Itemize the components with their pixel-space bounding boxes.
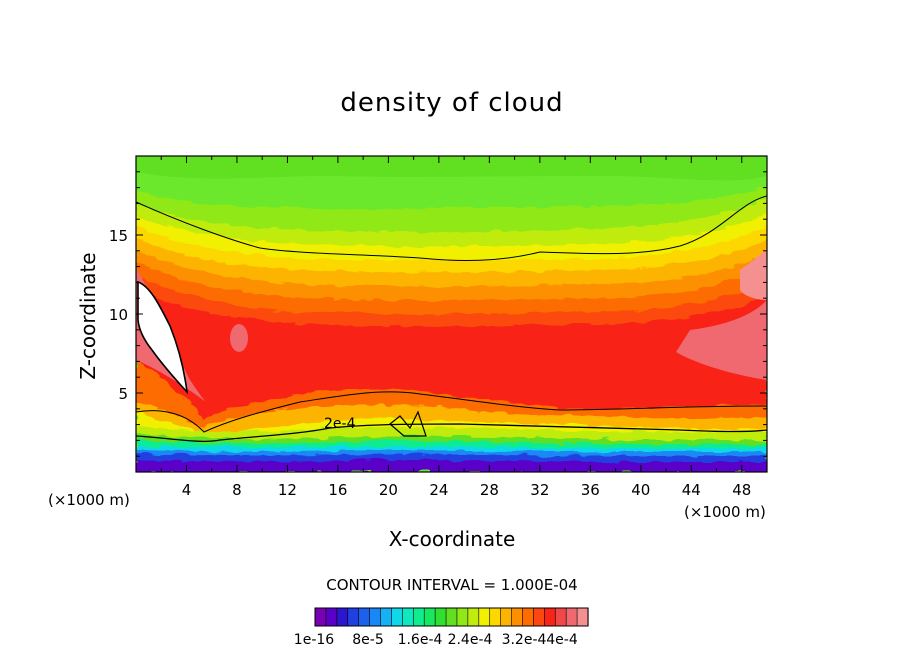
x-tick-label: 28 — [480, 481, 499, 499]
x-tick-label: 16 — [328, 481, 347, 499]
x-axis-label: X-coordinate — [388, 527, 516, 551]
colorbar-swatch — [369, 607, 382, 627]
colorbar-swatch — [533, 607, 545, 627]
colorbar-swatch — [336, 607, 349, 627]
colorbar-swatch — [358, 607, 371, 627]
colorbar-swatch — [434, 607, 447, 627]
colorbar-swatch — [325, 607, 338, 627]
contour-label: 2e-4 — [324, 416, 356, 432]
x-tick-label: 40 — [631, 481, 650, 499]
colorbar-swatch — [445, 607, 458, 627]
y-tick-label: 5 — [118, 385, 128, 403]
contour-interval-text: CONTOUR INTERVAL = 1.000E-04 — [326, 576, 578, 594]
pink-blob — [230, 324, 248, 352]
contour-2e-4 — [136, 423, 767, 442]
colorbar-swatch — [544, 607, 556, 627]
white-core — [137, 280, 189, 395]
colorbar-swatch — [478, 607, 491, 627]
x-tick-label: 12 — [278, 481, 297, 499]
colorbar-label: 2.4e-4 — [447, 632, 493, 648]
colorbar-swatch — [467, 607, 480, 627]
y-tick-label: 15 — [109, 227, 128, 245]
band-lower-purple — [136, 460, 767, 472]
colorbar-swatch — [554, 607, 567, 627]
colorbar-label: 4e-4 — [546, 632, 578, 648]
colorbar — [314, 607, 589, 627]
x-tick-label: 48 — [732, 481, 751, 499]
x-tick-label: 8 — [232, 481, 242, 499]
pink-right-top — [740, 250, 767, 300]
colorbar-swatch — [314, 607, 327, 627]
colorbar-label: 1.6e-4 — [397, 632, 443, 648]
x-tick-label: 44 — [682, 481, 701, 499]
colorbar-swatch — [456, 607, 469, 627]
pink-right — [676, 300, 767, 380]
y-tick-label: 10 — [109, 306, 128, 324]
x-axis: 4 8 12 16 20 24 28 32 36 40 44 48 — [160, 156, 751, 499]
colorbar-swatch — [347, 607, 360, 627]
colorbar-label: 3.2e-4 — [501, 632, 547, 648]
contour-noise — [389, 410, 427, 437]
x-tick-label: 32 — [530, 481, 549, 499]
band-top-green — [136, 156, 767, 181]
colorbar-frame — [314, 607, 589, 627]
contour-mid — [136, 391, 767, 433]
colorbar-swatch — [522, 607, 534, 627]
chart-title: density of cloud — [340, 88, 564, 118]
colorbar-label: 1e-16 — [293, 632, 335, 648]
colorbar-swatch — [412, 607, 425, 627]
x-tick-label: 36 — [581, 481, 600, 499]
x-tick-label: 20 — [379, 481, 398, 499]
x-unit-left: (×1000 m) — [48, 491, 130, 509]
y-axis: 5 10 15 — [109, 171, 767, 457]
colorbar-swatch — [500, 607, 513, 627]
colorbar-swatch — [565, 607, 578, 627]
colorbar-swatch — [576, 607, 589, 627]
x-unit-right: (×1000 m) — [684, 503, 766, 521]
colorbar-swatch — [423, 607, 436, 627]
colorbar-label: 8e-5 — [352, 632, 384, 648]
y-axis-label: Z-coordinate — [76, 252, 100, 380]
colorbar-swatch — [511, 607, 524, 627]
x-tick-label: 24 — [429, 481, 448, 499]
x-tick-label: 4 — [182, 481, 192, 499]
colorbar-swatch — [391, 607, 403, 627]
contour-upper — [136, 195, 767, 261]
colorbar-swatch — [489, 607, 502, 627]
colorbar-swatch — [380, 607, 393, 627]
colorbar-swatch — [402, 607, 414, 627]
